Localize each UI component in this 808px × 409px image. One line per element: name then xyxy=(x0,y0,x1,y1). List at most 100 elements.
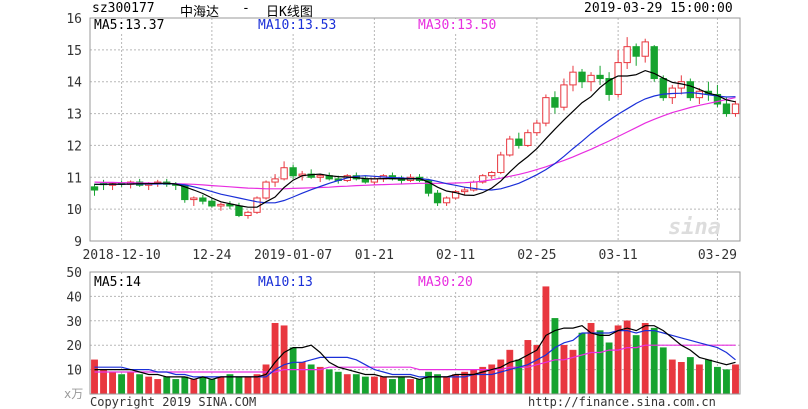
price-ma10-legend: MA10:13.53 xyxy=(258,18,337,33)
volume-bar xyxy=(334,371,342,395)
volume-ma5-legend: MA5:14 xyxy=(94,275,141,290)
volume-bar xyxy=(325,369,333,395)
volume-bar xyxy=(407,379,414,395)
candle-body xyxy=(253,197,261,213)
candle-body xyxy=(289,167,297,177)
candle-body xyxy=(641,41,649,57)
candle-body xyxy=(524,132,532,146)
volume-bar xyxy=(280,325,288,395)
chart-title: 日K线图 xyxy=(266,5,313,20)
candle-body xyxy=(506,138,514,156)
date-tick-label: 01-21 xyxy=(355,248,394,263)
date-tick-label: 2019-01-07 xyxy=(254,248,332,263)
volume-bar xyxy=(732,364,739,395)
volume-bar xyxy=(190,379,198,395)
watermark: sina xyxy=(668,215,721,240)
volume-bar xyxy=(596,330,604,395)
volume-bar xyxy=(208,379,216,395)
volume-ma30-line xyxy=(94,344,736,373)
price-tick-label: 13 xyxy=(66,108,82,123)
candle-body xyxy=(316,175,324,178)
stock-name: 中海达 xyxy=(180,5,220,20)
price-ma-lines xyxy=(94,69,736,208)
volume-bar xyxy=(181,376,189,395)
candle-body xyxy=(686,81,695,99)
price-tick-label: 14 xyxy=(66,76,82,91)
volume-ma10-legend: MA10:13 xyxy=(258,275,313,290)
volume-bars xyxy=(91,286,739,395)
price-tick-label: 12 xyxy=(66,139,82,154)
candle-body xyxy=(262,181,270,199)
volume-bar xyxy=(560,344,568,395)
volume-bar xyxy=(172,379,180,395)
chart-frames xyxy=(89,17,741,395)
volume-ma30-legend: MA30:20 xyxy=(418,275,473,290)
price-tick-label: 10 xyxy=(66,203,82,218)
volume-bar xyxy=(714,366,721,395)
volume-bar xyxy=(109,371,116,395)
volume-bar xyxy=(118,374,126,395)
price-tick-label: 11 xyxy=(66,171,82,186)
candle-body xyxy=(199,197,207,202)
candle-body xyxy=(587,74,595,83)
volume-bar xyxy=(389,379,396,395)
volume-panel-frame xyxy=(89,271,741,395)
candle-body xyxy=(244,211,252,217)
candle-body xyxy=(731,103,740,115)
candle-body xyxy=(533,122,541,134)
candle-body xyxy=(614,62,622,95)
volume-bar xyxy=(145,376,153,395)
candle-body xyxy=(578,71,586,83)
candle-body xyxy=(271,178,279,183)
volume-bar xyxy=(244,376,252,395)
candle-body xyxy=(605,78,613,95)
price-tick-label: 9 xyxy=(74,235,82,250)
source-url-link[interactable]: http://finance.sina.com.cn xyxy=(528,395,716,409)
price-tick-label: 15 xyxy=(66,44,82,59)
candle-body xyxy=(451,191,460,199)
candle-body xyxy=(479,175,487,183)
volume-bar xyxy=(668,359,676,395)
candle-body xyxy=(90,186,99,191)
volume-bar xyxy=(298,362,306,395)
volume-bar xyxy=(370,376,378,395)
datetime-label: 2019-03-29 15:00:00 xyxy=(584,1,733,16)
candle-body xyxy=(424,179,433,194)
volume-bar xyxy=(154,379,162,395)
volume-bar xyxy=(614,325,622,395)
volume-bar xyxy=(677,362,685,395)
candle-body xyxy=(596,74,604,80)
watermark-text: sina xyxy=(668,215,721,240)
volume-bar xyxy=(641,322,649,395)
stock-code: sz300177 xyxy=(92,1,155,16)
volume-bar xyxy=(578,332,586,395)
candle-body xyxy=(632,46,640,57)
candle-body xyxy=(515,138,523,146)
volume-bar xyxy=(506,349,514,395)
candle-body xyxy=(235,205,243,217)
candle-body xyxy=(497,154,505,174)
volume-bar xyxy=(316,366,324,395)
volume-tick-label: 30 xyxy=(66,315,82,330)
volume-bar xyxy=(542,286,550,395)
candle-body xyxy=(551,97,559,108)
volume-bar xyxy=(361,376,369,395)
volume-bar xyxy=(515,359,523,395)
volume-bar xyxy=(271,322,279,395)
price-grid xyxy=(90,17,740,242)
candle-body xyxy=(433,192,442,204)
volume-tick-label: 40 xyxy=(66,290,82,305)
candle-body xyxy=(650,46,658,80)
date-tick-label: 02-25 xyxy=(517,248,556,263)
candle-body xyxy=(560,84,568,108)
candle-body xyxy=(442,197,451,204)
volume-bar xyxy=(163,376,171,395)
volume-bar xyxy=(217,376,225,395)
volume-bar xyxy=(91,359,98,395)
date-tick-label: 03-11 xyxy=(599,248,638,263)
candle-body xyxy=(722,103,731,115)
price-tick-label: 16 xyxy=(66,12,82,27)
volume-bar xyxy=(695,364,703,395)
volume-bar xyxy=(704,359,712,395)
